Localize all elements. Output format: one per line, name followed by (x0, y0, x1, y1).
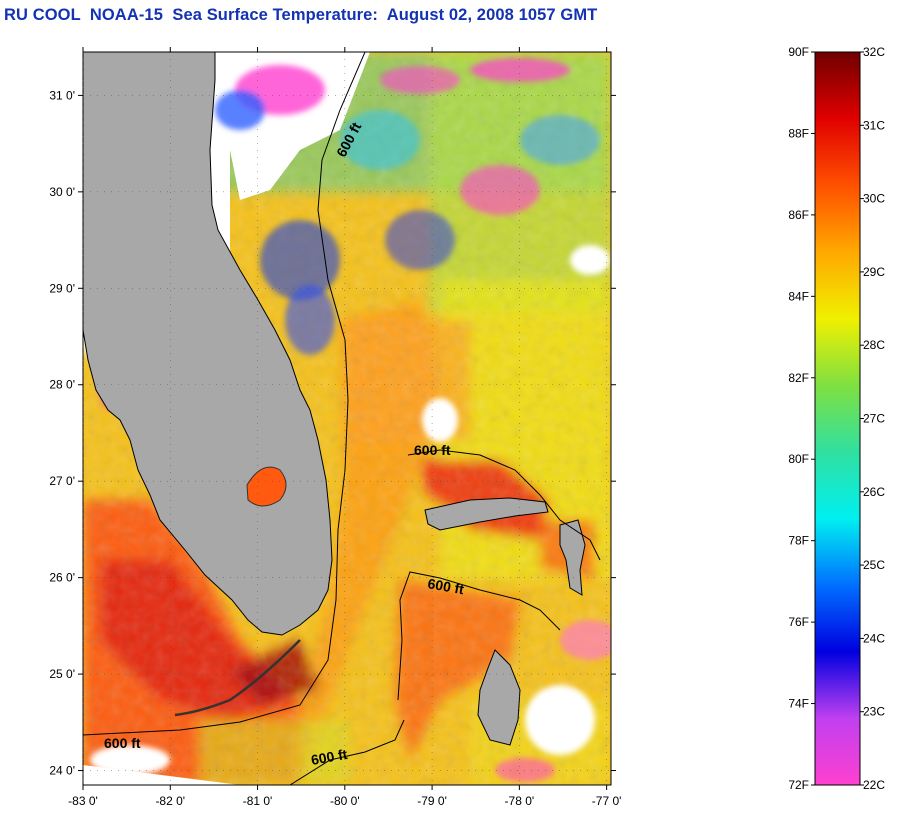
colorbar-f-label: 72F (788, 778, 809, 792)
colorbar-c-label: 31C (863, 118, 885, 132)
y-tick-label: 28 0' (49, 378, 75, 392)
colorbar-f-label: 86F (788, 208, 809, 222)
y-tick-label: 26 0' (49, 571, 75, 585)
x-tick-label: -77 0' (592, 794, 622, 808)
colorbar-c-label: 27C (863, 412, 885, 426)
andros-island (477, 649, 521, 746)
colorbar-c-label: 32C (863, 45, 885, 59)
contour-label: 600 ft (310, 746, 349, 768)
y-tick-label: 30 0' (49, 185, 75, 199)
colorbar-c-label: 30C (863, 192, 885, 206)
contour-label: 600 ft (426, 575, 465, 597)
colorbar-c-label: 25C (863, 558, 885, 572)
map-title: RU COOL NOAA-15 Sea Surface Temperature:… (4, 6, 598, 24)
map-frame (82, 51, 612, 786)
y-tick-label: 27 0' (49, 474, 75, 488)
cuba-coast (83, 765, 240, 785)
colorbar-f-label: 88F (788, 126, 809, 140)
colorbar-f-label: 78F (788, 534, 809, 548)
x-tick-label: -83 0' (68, 794, 98, 808)
lake-okeechobee (246, 466, 287, 507)
colorbar-c-label: 22C (863, 778, 885, 792)
colorbar-c-label: 24C (863, 631, 885, 645)
map-field (83, 52, 611, 785)
colorbar-f-label: 90F (788, 45, 809, 59)
colorbar-f-label: 76F (788, 615, 809, 629)
contour-label: 600 ft (414, 442, 451, 458)
colorbar-f-label: 74F (788, 697, 809, 711)
x-tick-label: -80 0' (330, 794, 360, 808)
color-scale-labels: 90F 88F 86F 84F 82F 80F 78F 76F 74F 72F 32C 31C 30C 2… (788, 45, 885, 792)
colorbar-c-label: 26C (863, 485, 885, 499)
y-tick-label: 31 0' (49, 88, 75, 102)
grand-bahama-island (424, 497, 549, 531)
x-tick-label: -81 0' (243, 794, 273, 808)
colorbar-f-label: 84F (788, 289, 809, 303)
color-scale-bar (814, 51, 861, 786)
map-axes: 31 0' 30 0' 29 0' 28 0' 27 0' 26 0' 25 0' 24 0'… (49, 47, 621, 808)
colorbar-f-label: 80F (788, 452, 809, 466)
contour-label: 600 ft (104, 735, 141, 751)
colorbar-f-label: 82F (788, 371, 809, 385)
abaco-island (559, 519, 586, 596)
florida-keys (174, 639, 301, 717)
y-tick-label: 24 0' (49, 764, 75, 778)
isobath-contours (83, 52, 601, 785)
x-tick-label: -78 0' (505, 794, 535, 808)
x-tick-label: -79 0' (417, 794, 447, 808)
x-tick-label: -82 0' (155, 794, 185, 808)
y-tick-label: 29 0' (49, 281, 75, 295)
colorbar-c-label: 29C (863, 265, 885, 279)
y-tick-label: 25 0' (49, 667, 75, 681)
colorbar-c-label: 28C (863, 338, 885, 352)
colorbar-c-label: 23C (863, 705, 885, 719)
